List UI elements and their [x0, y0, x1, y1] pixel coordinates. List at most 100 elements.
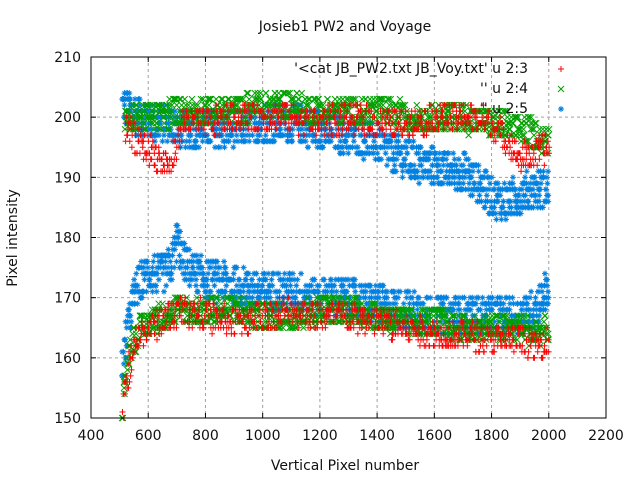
data-point — [299, 90, 305, 96]
data-point — [252, 90, 258, 96]
data-point — [187, 283, 193, 289]
data-point — [296, 96, 302, 102]
data-point — [245, 90, 251, 96]
data-point — [528, 289, 534, 295]
data-point — [321, 277, 327, 283]
data-point — [355, 331, 361, 337]
data-point — [195, 289, 201, 295]
data-point — [305, 144, 311, 150]
data-point — [476, 168, 482, 174]
data-point — [178, 313, 184, 319]
data-point — [510, 295, 516, 301]
data-point — [126, 307, 132, 313]
data-point — [303, 138, 309, 144]
data-point — [127, 138, 133, 144]
data-point — [513, 132, 519, 138]
data-point — [361, 156, 367, 162]
data-point — [144, 337, 150, 343]
data-point — [373, 319, 379, 325]
data-point — [389, 337, 395, 343]
data-point — [388, 126, 394, 132]
data-point — [520, 126, 526, 132]
data-point — [154, 337, 160, 343]
data-point — [406, 289, 412, 295]
data-point — [250, 132, 256, 138]
data-point — [531, 132, 537, 138]
data-point — [241, 265, 247, 271]
data-point — [294, 277, 300, 283]
data-point — [416, 295, 422, 301]
data-point — [176, 235, 182, 241]
data-point — [263, 132, 269, 138]
data-point — [231, 331, 237, 337]
data-point — [171, 265, 177, 271]
data-point — [537, 126, 543, 132]
data-point — [137, 96, 143, 102]
data-point — [331, 283, 337, 289]
data-point — [542, 313, 548, 319]
data-point — [397, 96, 403, 102]
data-point — [456, 156, 462, 162]
data-point — [462, 150, 468, 156]
data-point — [533, 120, 539, 126]
data-point — [133, 271, 139, 277]
data-point — [316, 96, 322, 102]
data-point — [351, 138, 357, 144]
data-point — [130, 331, 136, 337]
data-point — [501, 180, 507, 186]
data-point — [269, 283, 275, 289]
data-point — [198, 253, 204, 259]
data-point — [503, 216, 509, 222]
data-point — [539, 289, 545, 295]
data-point — [420, 301, 426, 307]
data-point — [220, 96, 226, 102]
data-point — [298, 271, 304, 277]
data-point — [460, 180, 466, 186]
data-point — [531, 150, 537, 156]
data-point — [532, 295, 538, 301]
data-point — [149, 156, 155, 162]
data-point — [385, 96, 391, 102]
data-point — [489, 174, 495, 180]
data-point — [243, 277, 249, 283]
data-point — [477, 192, 483, 198]
data-point — [483, 168, 489, 174]
data-point — [273, 126, 279, 132]
data-point — [409, 295, 415, 301]
data-point — [208, 289, 214, 295]
data-point — [352, 277, 358, 283]
data-point — [362, 138, 368, 144]
data-point — [221, 144, 227, 150]
data-point — [189, 102, 195, 108]
data-point — [255, 90, 261, 96]
data-point — [177, 228, 183, 234]
data-point — [541, 162, 547, 168]
data-point — [414, 102, 420, 108]
data-point — [370, 96, 376, 102]
data-point — [249, 277, 255, 283]
data-point — [484, 192, 490, 198]
data-point — [336, 96, 342, 102]
data-point — [174, 102, 180, 108]
data-point — [189, 325, 195, 331]
data-point — [352, 289, 358, 295]
data-point — [513, 138, 519, 144]
data-point — [119, 409, 125, 415]
data-point — [182, 96, 188, 102]
data-point — [316, 289, 322, 295]
data-point — [536, 156, 542, 162]
data-point — [150, 259, 156, 265]
data-point — [399, 174, 405, 180]
data-point — [159, 301, 165, 307]
data-point — [135, 301, 141, 307]
data-point — [222, 289, 228, 295]
data-point — [211, 283, 217, 289]
data-point — [164, 138, 170, 144]
data-point — [522, 174, 528, 180]
data-point — [450, 150, 456, 156]
data-point — [362, 331, 368, 337]
data-point — [187, 138, 193, 144]
data-point — [526, 198, 532, 204]
data-point — [482, 126, 488, 132]
